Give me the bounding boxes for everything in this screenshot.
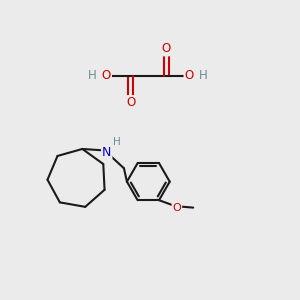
Text: O: O xyxy=(162,42,171,56)
Text: H: H xyxy=(199,69,207,82)
Text: H: H xyxy=(88,69,97,82)
Text: N: N xyxy=(102,146,111,159)
Text: O: O xyxy=(126,96,135,109)
Text: O: O xyxy=(172,202,181,213)
Text: O: O xyxy=(102,69,111,82)
Text: H: H xyxy=(113,136,121,146)
Text: O: O xyxy=(184,69,194,82)
